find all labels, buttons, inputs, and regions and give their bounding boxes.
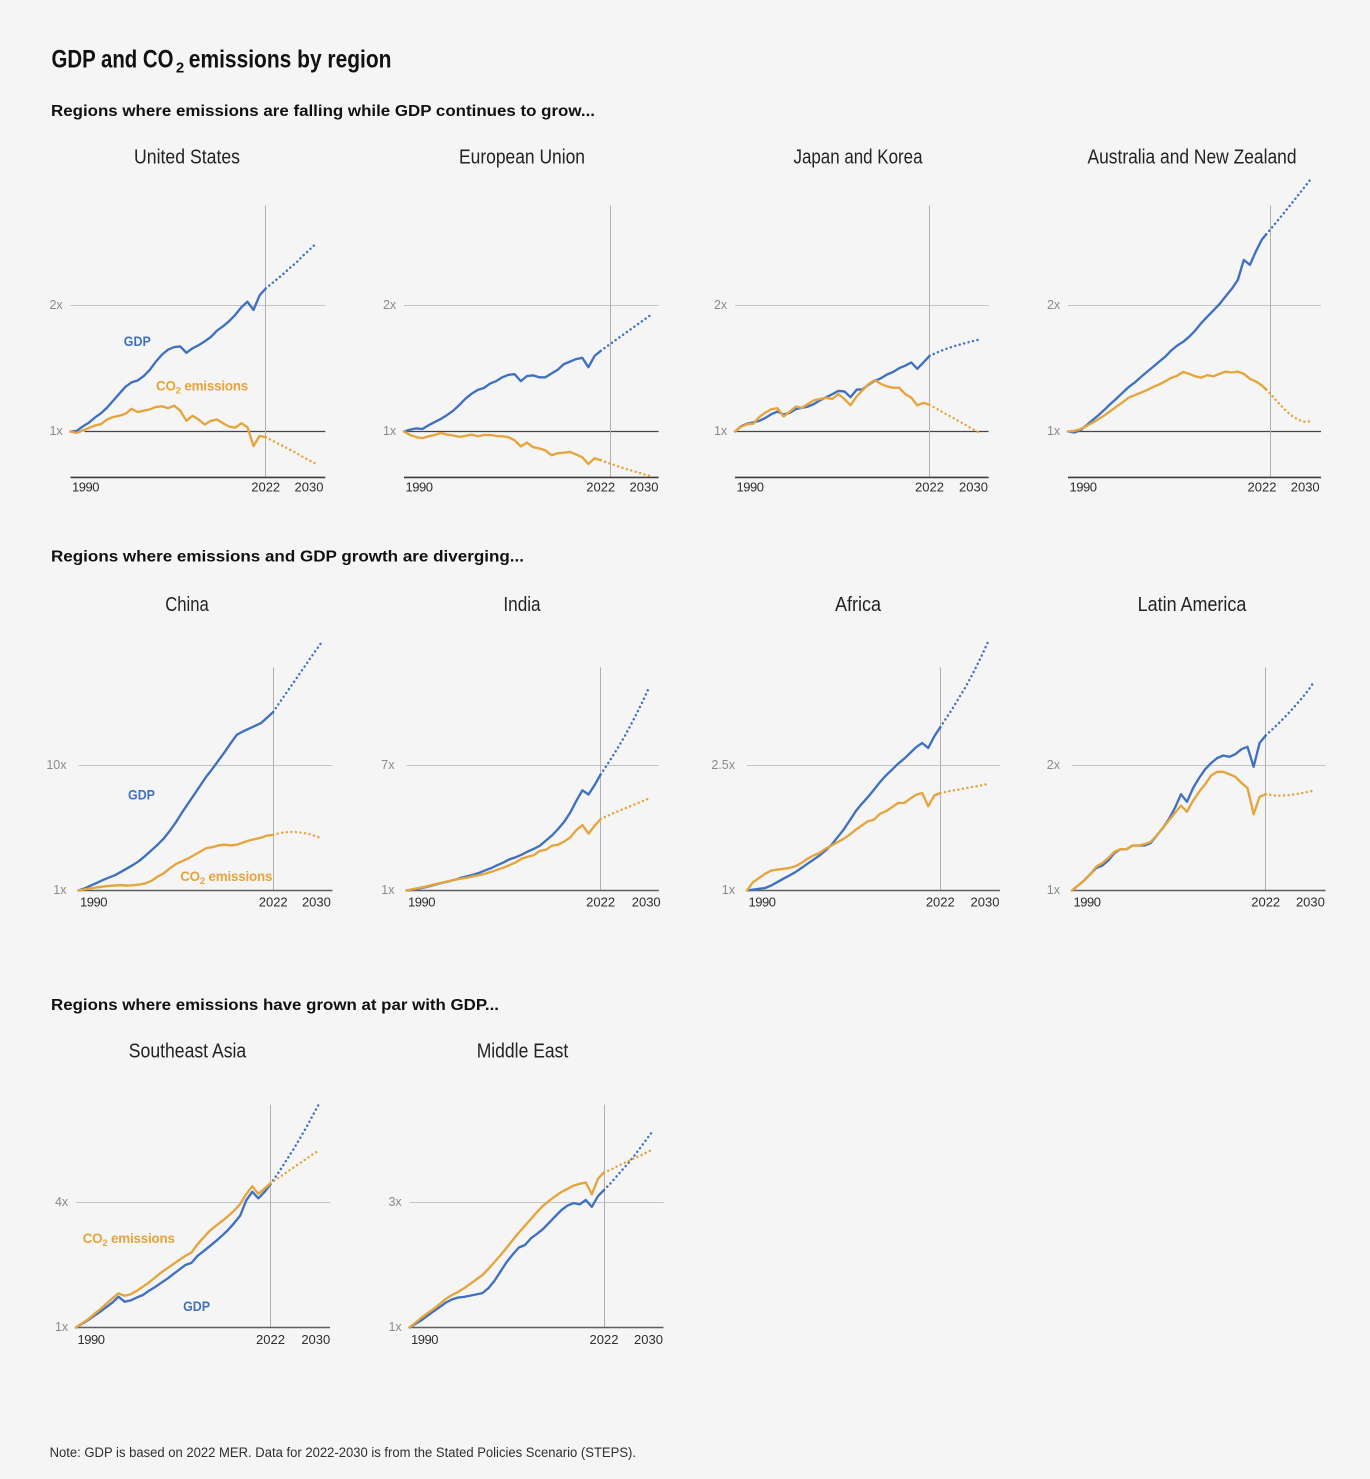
svg-text:2030: 2030 xyxy=(630,479,659,494)
svg-text:2022: 2022 xyxy=(251,479,280,494)
svg-text:Regions where emissions are fa: Regions where emissions are falling whil… xyxy=(51,103,595,120)
svg-text:2022: 2022 xyxy=(586,895,615,910)
svg-text:1990: 1990 xyxy=(408,895,436,910)
svg-text:10x: 10x xyxy=(46,758,67,772)
svg-text:1990: 1990 xyxy=(1070,479,1098,494)
svg-text:1x: 1x xyxy=(714,424,728,438)
svg-text:1990: 1990 xyxy=(78,1332,106,1347)
svg-text:1990: 1990 xyxy=(737,479,765,494)
svg-text:GDP: GDP xyxy=(128,787,155,803)
svg-text:Japan and Korea: Japan and Korea xyxy=(794,147,924,169)
svg-text:GDP: GDP xyxy=(124,333,151,349)
svg-text:2022: 2022 xyxy=(259,895,288,910)
svg-text:2030: 2030 xyxy=(295,479,324,494)
svg-text:Australia and New Zealand: Australia and New Zealand xyxy=(1088,147,1297,169)
svg-text:European Union: European Union xyxy=(459,147,585,169)
svg-text:2022: 2022 xyxy=(915,479,944,494)
svg-text:China: China xyxy=(165,594,209,616)
svg-text:1x: 1x xyxy=(1047,883,1061,897)
svg-text:2030: 2030 xyxy=(301,1332,330,1347)
svg-text:4x: 4x xyxy=(55,1195,69,1209)
svg-text:GDP and CO: GDP and CO xyxy=(52,45,174,73)
svg-text:2030: 2030 xyxy=(302,895,331,910)
svg-text:Latin America: Latin America xyxy=(1138,594,1247,616)
svg-text:2030: 2030 xyxy=(1291,479,1320,494)
svg-text:1990: 1990 xyxy=(406,479,434,494)
svg-text:1x: 1x xyxy=(722,883,736,897)
svg-text:1990: 1990 xyxy=(1074,895,1102,910)
svg-text:3x: 3x xyxy=(388,1195,402,1209)
svg-text:2x: 2x xyxy=(714,298,728,312)
svg-text:2022: 2022 xyxy=(256,1332,285,1347)
svg-text:Middle East: Middle East xyxy=(477,1041,569,1063)
svg-text:1990: 1990 xyxy=(749,895,777,910)
svg-text:Regions where emissions have g: Regions where emissions have grown at pa… xyxy=(51,997,499,1014)
svg-text:1x: 1x xyxy=(55,1320,69,1334)
svg-text:2.5x: 2.5x xyxy=(711,758,735,772)
svg-text:2x: 2x xyxy=(1047,298,1061,312)
svg-text:2: 2 xyxy=(176,59,184,76)
svg-text:2022: 2022 xyxy=(586,479,615,494)
svg-text:2x: 2x xyxy=(1047,758,1061,772)
svg-text:2030: 2030 xyxy=(632,895,661,910)
svg-text:Southeast Asia: Southeast Asia xyxy=(129,1041,247,1063)
svg-text:1x: 1x xyxy=(1047,424,1061,438)
svg-text:1x: 1x xyxy=(49,424,63,438)
svg-text:2x: 2x xyxy=(49,298,63,312)
svg-text:GDP: GDP xyxy=(183,1298,210,1314)
svg-text:2022: 2022 xyxy=(1248,479,1277,494)
svg-text:1x: 1x xyxy=(53,883,67,897)
svg-text:2030: 2030 xyxy=(971,895,1000,910)
svg-text:emissions by region: emissions by region xyxy=(189,45,392,73)
svg-text:Note: GDP is based on 2022 MER: Note: GDP is based on 2022 MER. Data for… xyxy=(50,1445,636,1460)
svg-text:2030: 2030 xyxy=(634,1332,663,1347)
svg-text:2022: 2022 xyxy=(926,895,955,910)
svg-text:Regions where emissions and GD: Regions where emissions and GDP growth a… xyxy=(51,548,524,565)
svg-text:1x: 1x xyxy=(381,883,395,897)
svg-text:2x: 2x xyxy=(383,298,397,312)
svg-text:1x: 1x xyxy=(383,424,397,438)
svg-text:1990: 1990 xyxy=(80,895,108,910)
svg-text:1x: 1x xyxy=(388,1320,402,1334)
svg-text:United States: United States xyxy=(134,147,240,169)
svg-text:India: India xyxy=(503,594,541,616)
svg-text:1990: 1990 xyxy=(411,1332,439,1347)
svg-text:2022: 2022 xyxy=(590,1332,619,1347)
svg-text:2022: 2022 xyxy=(1251,895,1280,910)
svg-text:2030: 2030 xyxy=(959,479,988,494)
svg-text:7x: 7x xyxy=(381,758,395,772)
svg-text:2030: 2030 xyxy=(1296,895,1325,910)
svg-text:1990: 1990 xyxy=(72,479,100,494)
svg-text:Africa: Africa xyxy=(835,594,882,616)
